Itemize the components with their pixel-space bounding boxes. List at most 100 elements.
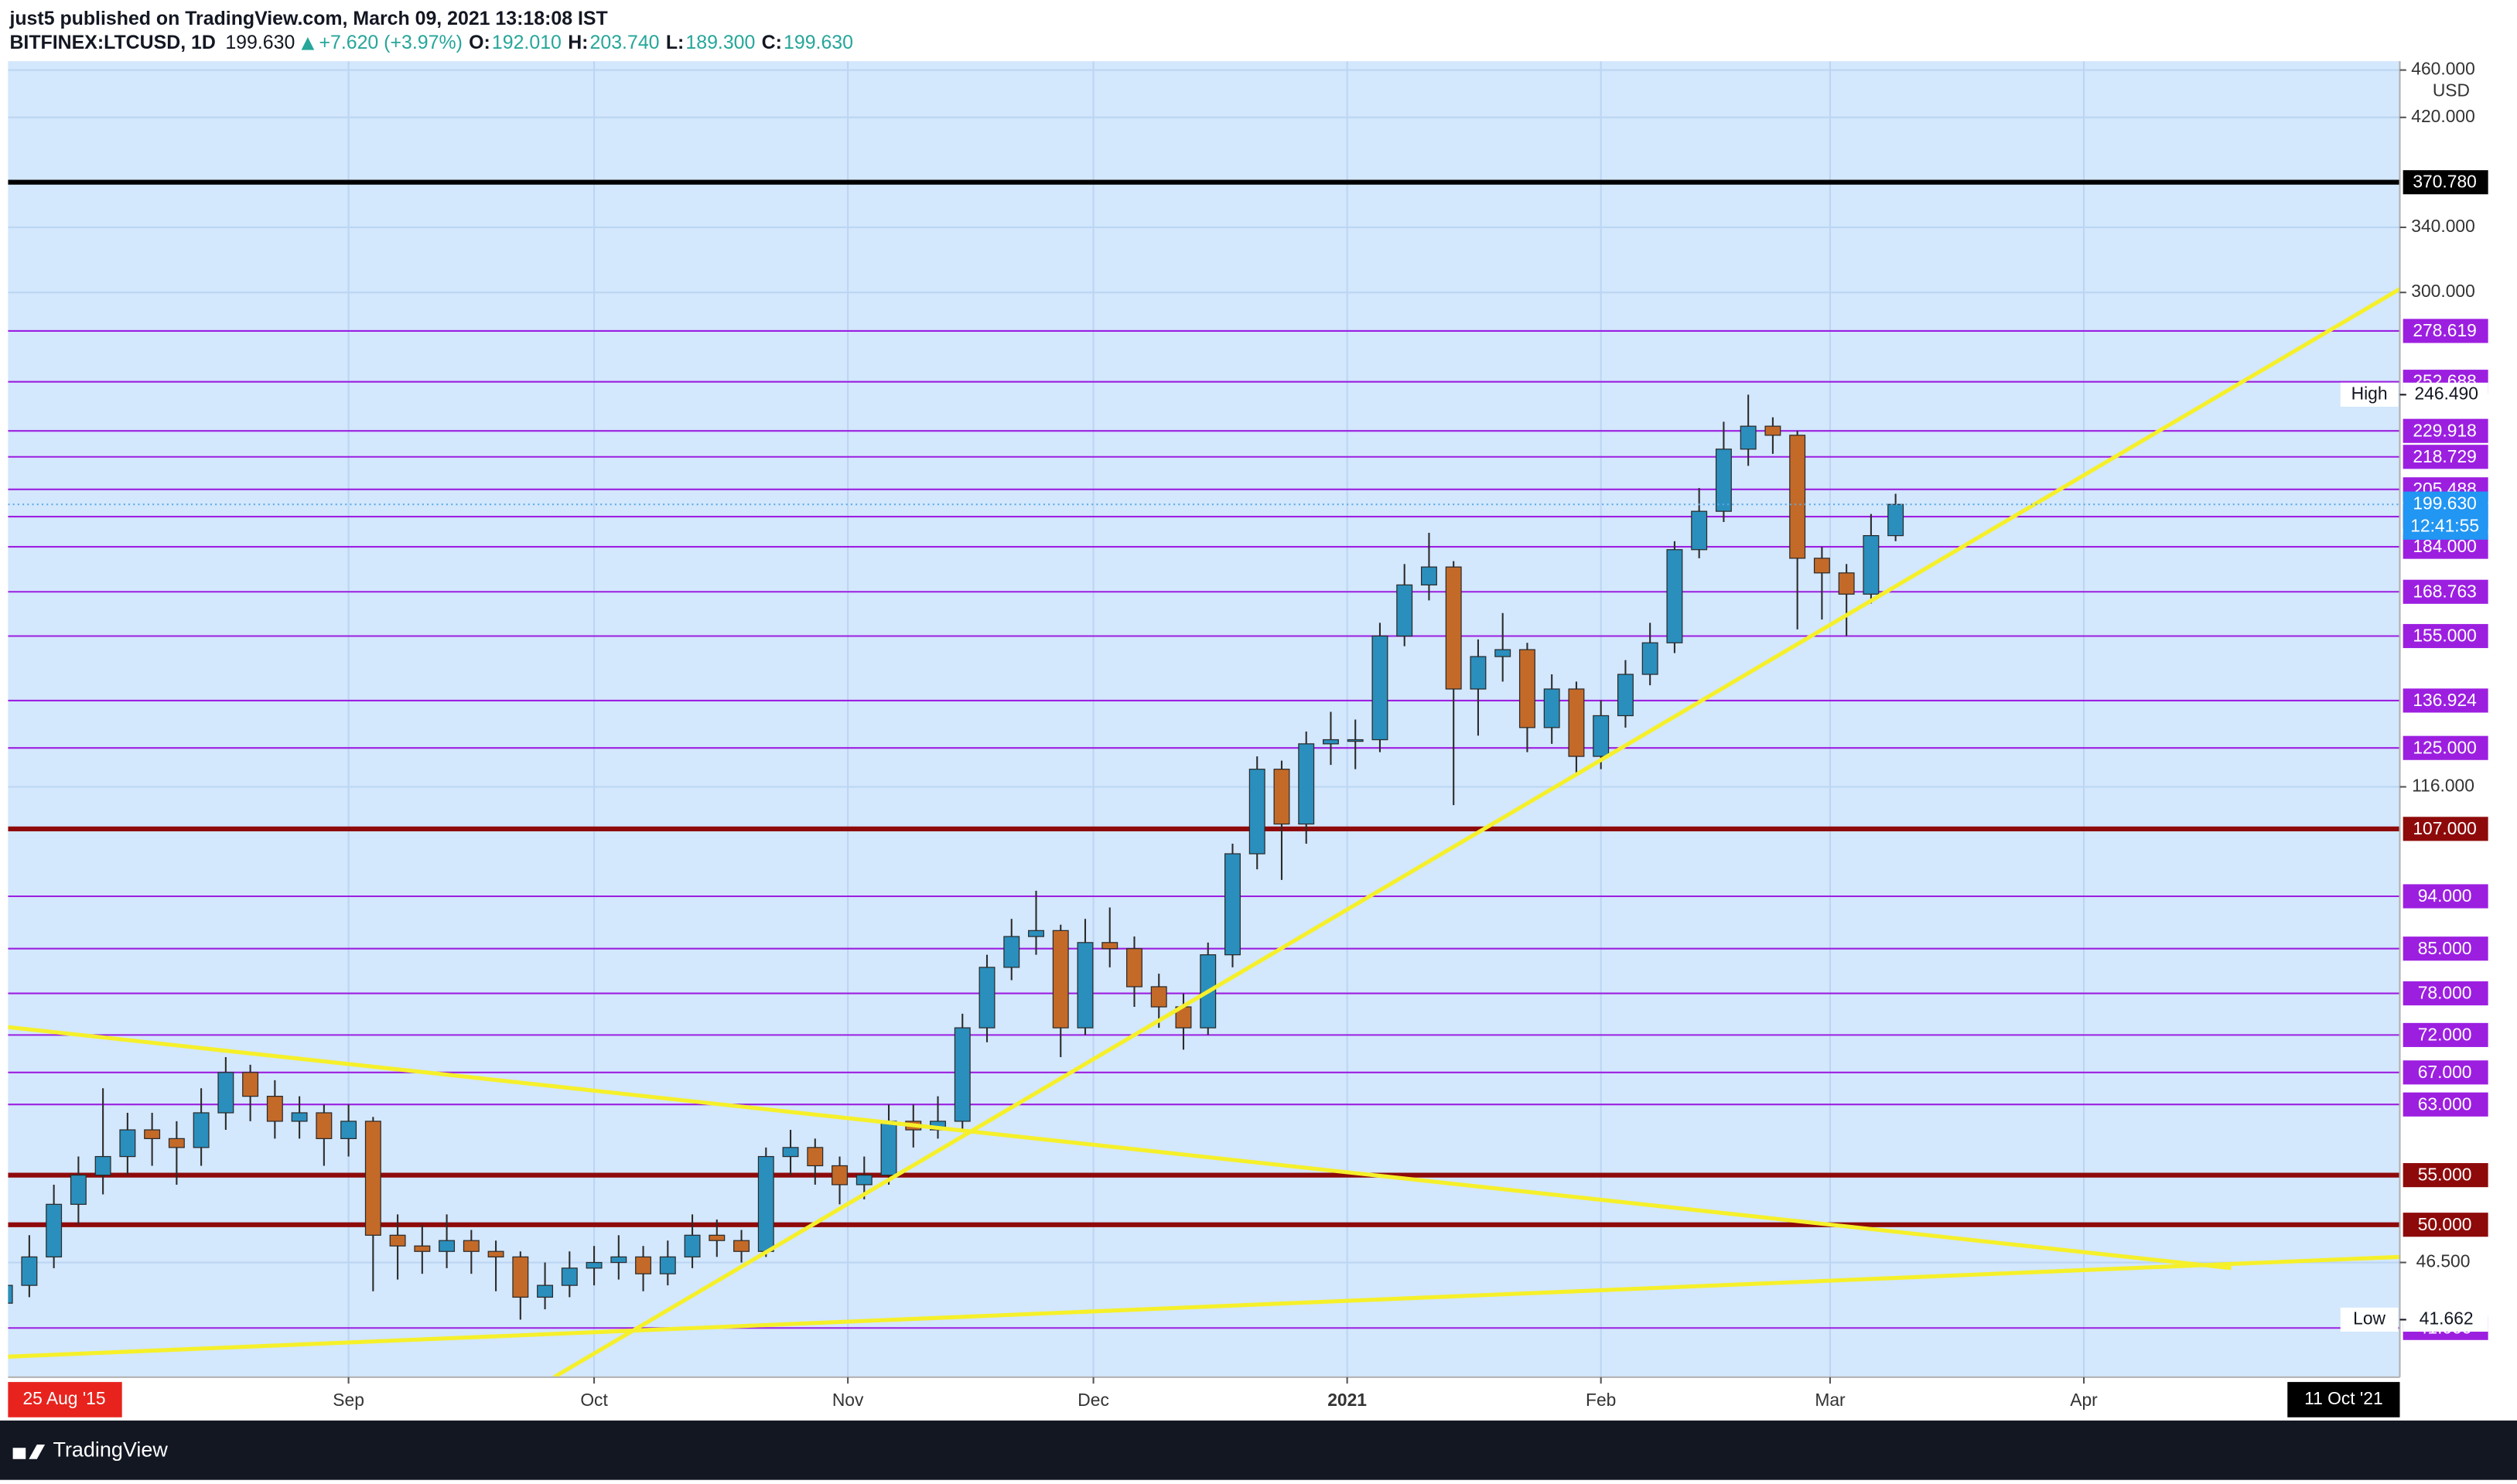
candle-body [782,1147,799,1158]
candle-body [193,1112,210,1148]
level-label: 370.780 [2413,172,2476,192]
y-tick-label: 460.000 [2411,59,2474,79]
candle-body [586,1261,603,1269]
candle-body [94,1155,111,1176]
candle-body [21,1256,38,1286]
marker-name-box [2340,1307,2399,1332]
overlay: 370.780278.619252.688229.918218.729205.4… [8,170,2488,1417]
level-label-box [2403,817,2488,841]
level-label: 218.729 [2413,446,2476,466]
candle-body [1298,743,1315,825]
candle-body [1838,572,1855,595]
candle-body [832,1165,848,1185]
publish-line: just5 published on TradingView.com, Marc… [9,8,607,29]
candle-body [414,1245,431,1252]
y-tick-label: 46.500 [2416,1251,2471,1271]
candle-body [1248,769,1265,855]
candle-body [1077,942,1094,1029]
candle-body [1347,739,1364,742]
y-unit: USD [2433,80,2470,101]
candle-body [659,1256,676,1274]
marker-value-box [2403,382,2488,407]
level-label: 78.000 [2418,983,2472,1003]
candle-body [1617,674,1634,717]
marker-value-box [2403,1307,2488,1332]
candle-body [46,1203,63,1257]
candle-body [856,1174,873,1185]
candle-body [807,1147,824,1167]
range-start: 25 Aug '15 [22,1388,105,1408]
x-tick-label: Nov [832,1390,864,1410]
candle-body [757,1155,774,1252]
candle-body [1887,503,1904,537]
level-label: 67.000 [2418,1062,2472,1082]
candle-body [1813,558,1830,574]
candle-body [1494,649,1511,657]
candle-body [1518,649,1535,728]
level-label-box [2403,1060,2488,1085]
candle-body [463,1240,480,1252]
level-label-box [2403,170,2488,195]
marker-value: 41.662 [2420,1308,2474,1328]
candle-body [1691,510,1708,551]
level-label-box [2403,936,2488,961]
plot [8,61,2400,1377]
level-label: 125.000 [2413,737,2476,757]
candle-body [1420,566,1437,586]
time-axis [0,1377,2517,1421]
logo [12,1445,46,1459]
candle-body [364,1121,381,1236]
level-label-box [2403,884,2488,909]
candle-body [487,1250,504,1257]
candle-body [1568,688,1585,757]
symbol: BITFINEX:LTCUSD, 1D [9,32,215,53]
trendline [8,1025,2232,1271]
level-label-box [2403,579,2488,604]
level-label: 55.000 [2418,1165,2472,1185]
candle-body [266,1096,283,1122]
level-label: 168.763 [2413,581,2476,601]
candle-body [1863,534,1880,595]
candle-body [1543,688,1560,728]
candle-body [1052,930,1069,1029]
trendline [552,287,2400,1377]
candle-body [537,1284,554,1298]
level-label: 50.000 [2418,1214,2472,1234]
footer-bar [0,1420,2517,1480]
ohlc-value: 189.300 [685,32,755,53]
candle-body [389,1234,406,1247]
change: +7.620 (+3.97%) [319,32,462,53]
candle-body [340,1121,357,1139]
candle-body [1126,948,1142,988]
level-label: 85.000 [2418,938,2472,958]
candle-body [1666,549,1683,643]
ohlc-value: 192.010 [492,32,562,53]
candle-body [733,1240,750,1252]
last-price-box [2403,491,2488,540]
level-label-box [2403,1092,2488,1117]
x-tick-label: Apr [2070,1390,2098,1410]
candle-body [1715,449,1732,512]
candle-body [1150,986,1167,1008]
brand: TradingView [53,1438,168,1461]
range-end: 11 Oct '21 [2304,1388,2383,1408]
candle-body [1224,853,1241,956]
candle-body [168,1138,185,1148]
candle-body [1273,769,1290,825]
ohlc-value: 203.740 [590,32,660,53]
x-tick-label: Mar [1815,1390,1846,1410]
candle-body [144,1129,161,1139]
candle-body [1445,566,1462,690]
candle-body [8,1284,13,1304]
candle-body [316,1112,333,1139]
candle-body [512,1256,529,1298]
ohlc-key: L: [666,32,685,53]
last-price-label: 199.630 [2413,493,2476,513]
candle-body [70,1174,87,1205]
y-tick-label: 300.000 [2411,281,2474,301]
candle-body [1593,715,1610,757]
candle-body [978,967,996,1029]
level-label: 229.918 [2413,420,2476,440]
x-tick-label: Feb [1586,1390,1616,1410]
